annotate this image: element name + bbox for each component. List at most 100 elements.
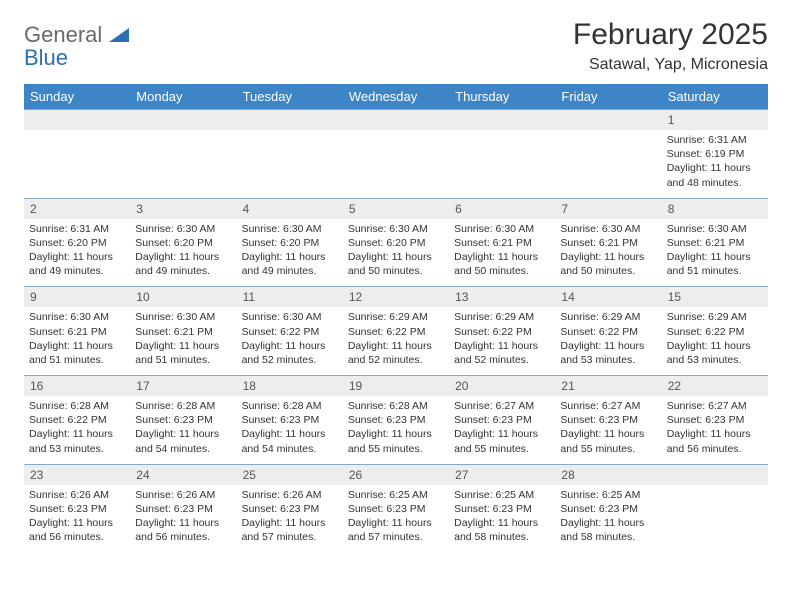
month-title: February 2025: [573, 18, 768, 52]
day-cell: 11Sunrise: 6:30 AMSunset: 6:22 PMDayligh…: [237, 287, 343, 376]
day-line: Sunset: 6:23 PM: [560, 502, 656, 516]
day-line: Sunset: 6:23 PM: [560, 413, 656, 427]
day-line: Sunset: 6:23 PM: [135, 413, 231, 427]
day-number: 26: [343, 465, 449, 485]
day-line: Daylight: 11 hours: [560, 339, 656, 353]
day-line: and 51 minutes.: [29, 353, 125, 367]
day-line: Sunset: 6:23 PM: [348, 413, 444, 427]
day-content: Sunrise: 6:28 AMSunset: 6:23 PMDaylight:…: [343, 396, 449, 464]
day-number: 27: [449, 465, 555, 485]
day-cell: [24, 110, 130, 199]
day-content: Sunrise: 6:30 AMSunset: 6:21 PMDaylight:…: [24, 307, 130, 375]
day-cell: 13Sunrise: 6:29 AMSunset: 6:22 PMDayligh…: [449, 287, 555, 376]
day-line: and 58 minutes.: [454, 530, 550, 544]
day-cell: [237, 110, 343, 199]
day-content: [237, 130, 343, 190]
day-line: and 55 minutes.: [560, 442, 656, 456]
day-line: Sunrise: 6:28 AM: [348, 399, 444, 413]
day-content: Sunrise: 6:25 AMSunset: 6:23 PMDaylight:…: [343, 485, 449, 553]
day-line: and 57 minutes.: [348, 530, 444, 544]
day-line: Sunset: 6:21 PM: [667, 236, 763, 250]
day-content: Sunrise: 6:29 AMSunset: 6:22 PMDaylight:…: [662, 307, 768, 375]
day-line: Daylight: 11 hours: [242, 427, 338, 441]
day-cell: 20Sunrise: 6:27 AMSunset: 6:23 PMDayligh…: [449, 376, 555, 465]
location-label: Satawal, Yap, Micronesia: [573, 56, 768, 74]
day-line: Sunset: 6:23 PM: [29, 502, 125, 516]
day-line: Sunrise: 6:26 AM: [135, 488, 231, 502]
day-line: Sunrise: 6:25 AM: [348, 488, 444, 502]
day-content: Sunrise: 6:25 AMSunset: 6:23 PMDaylight:…: [449, 485, 555, 553]
week-row: 16Sunrise: 6:28 AMSunset: 6:22 PMDayligh…: [24, 376, 768, 465]
day-number: [449, 110, 555, 130]
logo-word-2: Blue: [24, 45, 68, 70]
day-line: and 52 minutes.: [348, 353, 444, 367]
day-content: Sunrise: 6:29 AMSunset: 6:22 PMDaylight:…: [343, 307, 449, 375]
day-line: Daylight: 11 hours: [29, 339, 125, 353]
day-line: Sunset: 6:22 PM: [454, 325, 550, 339]
day-number: 17: [130, 376, 236, 396]
day-content: Sunrise: 6:27 AMSunset: 6:23 PMDaylight:…: [449, 396, 555, 464]
day-cell: 15Sunrise: 6:29 AMSunset: 6:22 PMDayligh…: [662, 287, 768, 376]
day-line: Sunrise: 6:27 AM: [454, 399, 550, 413]
day-cell: 22Sunrise: 6:27 AMSunset: 6:23 PMDayligh…: [662, 376, 768, 465]
day-line: Daylight: 11 hours: [560, 427, 656, 441]
day-line: Sunset: 6:22 PM: [560, 325, 656, 339]
day-line: and 56 minutes.: [29, 530, 125, 544]
day-line: Sunset: 6:20 PM: [135, 236, 231, 250]
day-number: 1: [662, 110, 768, 130]
day-line: and 56 minutes.: [667, 442, 763, 456]
day-line: Daylight: 11 hours: [454, 339, 550, 353]
day-content: Sunrise: 6:30 AMSunset: 6:20 PMDaylight:…: [130, 219, 236, 287]
day-line: Sunrise: 6:30 AM: [242, 310, 338, 324]
day-line: Sunrise: 6:30 AM: [242, 222, 338, 236]
day-number: 5: [343, 199, 449, 219]
day-cell: 9Sunrise: 6:30 AMSunset: 6:21 PMDaylight…: [24, 287, 130, 376]
day-line: and 54 minutes.: [135, 442, 231, 456]
day-number: 19: [343, 376, 449, 396]
day-line: Daylight: 11 hours: [242, 516, 338, 530]
day-cell: [449, 110, 555, 199]
day-cell: 27Sunrise: 6:25 AMSunset: 6:23 PMDayligh…: [449, 464, 555, 552]
day-number: 7: [555, 199, 661, 219]
day-number: [24, 110, 130, 130]
day-line: and 51 minutes.: [135, 353, 231, 367]
day-number: 22: [662, 376, 768, 396]
day-content: Sunrise: 6:28 AMSunset: 6:23 PMDaylight:…: [237, 396, 343, 464]
day-cell: 19Sunrise: 6:28 AMSunset: 6:23 PMDayligh…: [343, 376, 449, 465]
day-line: Sunset: 6:23 PM: [454, 502, 550, 516]
day-line: Sunrise: 6:30 AM: [29, 310, 125, 324]
day-line: Sunset: 6:21 PM: [454, 236, 550, 250]
day-line: Sunset: 6:20 PM: [29, 236, 125, 250]
day-number: 24: [130, 465, 236, 485]
day-cell: 6Sunrise: 6:30 AMSunset: 6:21 PMDaylight…: [449, 198, 555, 287]
day-line: and 49 minutes.: [242, 264, 338, 278]
logo-sail-icon: [109, 26, 131, 42]
day-line: Sunrise: 6:30 AM: [560, 222, 656, 236]
day-line: Sunset: 6:21 PM: [29, 325, 125, 339]
day-cell: 18Sunrise: 6:28 AMSunset: 6:23 PMDayligh…: [237, 376, 343, 465]
dayhead-sunday: Sunday: [24, 84, 130, 110]
day-line: Daylight: 11 hours: [667, 250, 763, 264]
logo: General Blue: [24, 18, 131, 70]
day-line: Daylight: 11 hours: [348, 250, 444, 264]
dayhead-monday: Monday: [130, 84, 236, 110]
day-line: Daylight: 11 hours: [348, 339, 444, 353]
day-line: Sunrise: 6:29 AM: [667, 310, 763, 324]
day-line: Sunset: 6:23 PM: [348, 502, 444, 516]
day-line: Sunrise: 6:30 AM: [454, 222, 550, 236]
day-cell: [130, 110, 236, 199]
day-line: and 56 minutes.: [135, 530, 231, 544]
day-line: Sunrise: 6:28 AM: [29, 399, 125, 413]
day-line: Sunset: 6:20 PM: [242, 236, 338, 250]
day-line: Sunset: 6:23 PM: [667, 413, 763, 427]
day-line: and 50 minutes.: [454, 264, 550, 278]
day-content: Sunrise: 6:30 AMSunset: 6:21 PMDaylight:…: [449, 219, 555, 287]
day-content: [662, 485, 768, 545]
day-number: 28: [555, 465, 661, 485]
day-cell: 10Sunrise: 6:30 AMSunset: 6:21 PMDayligh…: [130, 287, 236, 376]
week-row: 2Sunrise: 6:31 AMSunset: 6:20 PMDaylight…: [24, 198, 768, 287]
day-cell: 28Sunrise: 6:25 AMSunset: 6:23 PMDayligh…: [555, 464, 661, 552]
day-content: Sunrise: 6:31 AMSunset: 6:20 PMDaylight:…: [24, 219, 130, 287]
day-line: Daylight: 11 hours: [667, 427, 763, 441]
day-line: and 55 minutes.: [348, 442, 444, 456]
